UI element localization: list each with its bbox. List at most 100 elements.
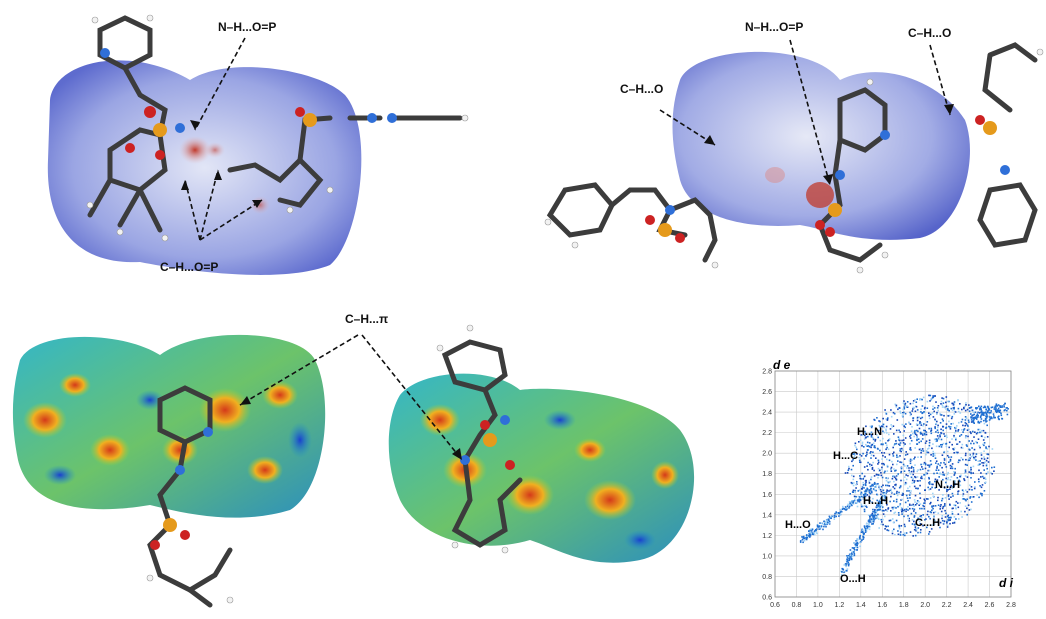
fingerprint-point: [914, 526, 917, 528]
fingerprint-point: [941, 404, 944, 406]
fingerprint-point: [912, 473, 914, 476]
fingerprint-point: [953, 434, 955, 437]
fingerprint-point: [910, 512, 913, 515]
fingerprint-point: [960, 510, 962, 513]
fingerprint-point: [907, 515, 909, 517]
fingerprint-point: [968, 509, 971, 511]
fingerprint-point: [879, 508, 881, 510]
fingerprint-point: [924, 429, 926, 432]
fingerprint-point: [864, 434, 866, 437]
fingerprint-point: [948, 420, 950, 423]
fingerprint-point: [870, 457, 872, 459]
fingerprint-plot: 0.60.81.01.21.41.61.82.02.22.42.62.8 0.6…: [762, 358, 1016, 609]
fingerprint-point: [799, 541, 802, 543]
fingerprint-point: [981, 462, 983, 464]
fingerprint-point: [852, 459, 854, 461]
fingerprint-point: [951, 463, 954, 465]
fingerprint-point: [863, 533, 865, 535]
fingerprint-point: [839, 508, 842, 511]
fingerprint-point: [999, 405, 1001, 408]
fingerprint-point: [952, 495, 954, 497]
fingerprint-point: [882, 518, 884, 521]
fingerprint-point: [875, 489, 877, 492]
fingerprint-point: [946, 524, 949, 526]
fingerprint-point: [872, 517, 875, 520]
fingerprint-point: [812, 533, 814, 535]
fingerprint-point: [864, 495, 867, 498]
fingerprint-point: [890, 409, 892, 411]
fingerprint-point: [915, 423, 918, 425]
y-tick-label: 2.0: [762, 451, 772, 458]
fingerprint-point: [865, 489, 867, 491]
fingerprint-point: [947, 408, 949, 410]
fingerprint-point: [918, 501, 920, 503]
fingerprint-point: [986, 410, 989, 413]
fingerprint-point: [876, 517, 879, 519]
fingerprint-point: [815, 531, 817, 533]
fingerprint-point: [878, 486, 880, 488]
fingerprint-point: [870, 478, 872, 481]
fingerprint-point: [890, 488, 892, 491]
fingerprint-point: [931, 412, 934, 414]
fingerprint-point: [948, 456, 950, 459]
fingerprint-point: [881, 466, 883, 469]
fingerprint-point: [954, 426, 956, 429]
fingerprint-point: [993, 466, 996, 468]
fingerprint-point: [852, 502, 854, 504]
fingerprint-point: [965, 489, 967, 491]
fingerprint-point: [929, 497, 932, 499]
fingerprint-point: [824, 520, 827, 523]
fingerprint-point: [885, 509, 887, 511]
fingerprint-point: [962, 431, 964, 433]
fingerprint-point: [982, 464, 985, 467]
fingerprint-point: [872, 488, 875, 490]
fingerprint-point: [891, 518, 894, 520]
fingerprint-point: [932, 450, 934, 453]
fingerprint-point: [866, 451, 868, 454]
fingerprint-point: [870, 451, 872, 453]
x-tick-label: 2.6: [985, 602, 995, 609]
fingerprint-point: [916, 419, 919, 422]
fingerprint-point: [940, 444, 942, 446]
fingerprint-point: [861, 443, 864, 445]
fingerprint-point: [879, 426, 882, 428]
fingerprint-point: [920, 463, 922, 466]
fingerprint-point: [900, 461, 903, 464]
fingerprint-point: [887, 481, 889, 483]
fingerprint-point: [895, 483, 897, 486]
fingerprint-point: [854, 444, 856, 447]
fingerprint-point: [954, 482, 956, 485]
fingerprint-point: [867, 435, 869, 438]
fingerprint-point: [940, 438, 943, 441]
fingerprint-point: [982, 429, 985, 432]
fingerprint-point: [956, 452, 958, 455]
region-label-h-h: H...H: [863, 495, 888, 507]
fingerprint-point: [852, 478, 855, 481]
fingerprint-point: [972, 420, 974, 423]
fingerprint-point: [816, 532, 818, 535]
fingerprint-point: [978, 405, 980, 408]
fingerprint-point: [848, 501, 851, 503]
fingerprint-point: [854, 497, 857, 499]
fingerprint-point: [979, 492, 982, 495]
fingerprint-point: [914, 475, 916, 478]
fingerprint-point: [893, 480, 895, 483]
fingerprint-point: [948, 414, 951, 417]
fingerprint-point: [911, 410, 914, 412]
fingerprint-point: [955, 518, 957, 520]
fingerprint-point: [894, 533, 896, 536]
fingerprint-point: [909, 462, 912, 465]
fingerprint-point: [910, 434, 912, 436]
fingerprint-point: [896, 456, 898, 458]
fingerprint-point: [859, 461, 861, 463]
fingerprint-point: [893, 487, 896, 490]
fingerprint-point: [980, 418, 983, 420]
fingerprint-point: [971, 489, 973, 491]
fingerprint-point: [904, 404, 906, 406]
fingerprint-point: [979, 485, 981, 487]
fingerprint-point: [898, 486, 901, 489]
fingerprint-point: [972, 430, 974, 433]
fingerprint-point: [872, 454, 875, 457]
fingerprint-point: [882, 489, 885, 492]
fingerprint-point: [898, 491, 900, 494]
